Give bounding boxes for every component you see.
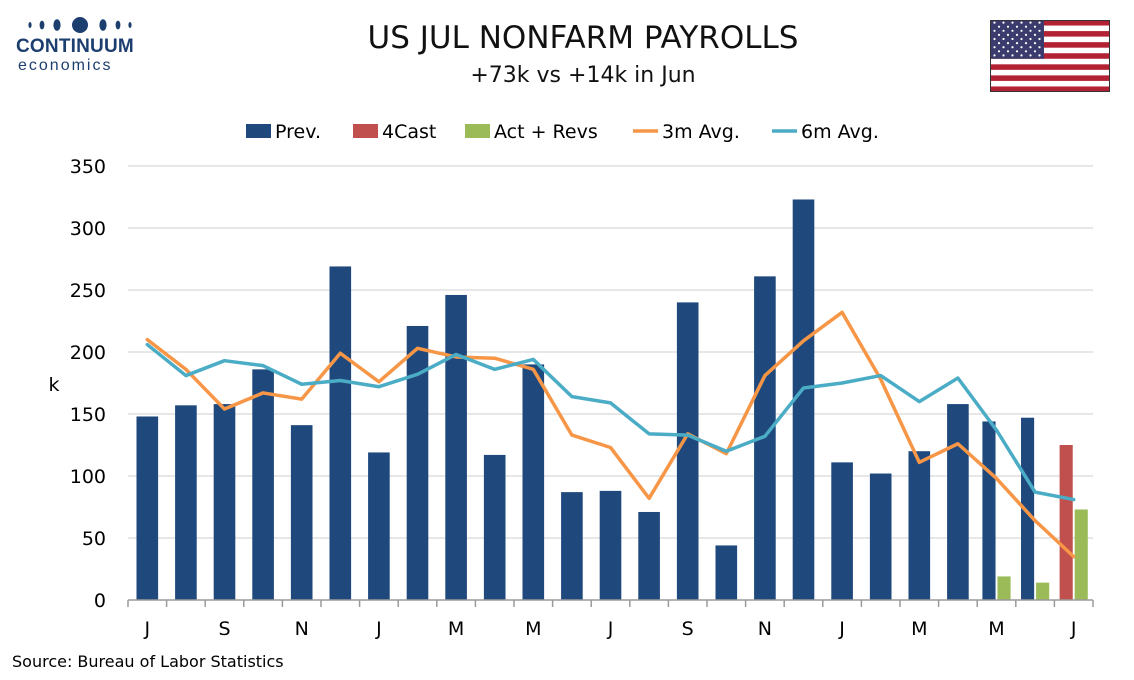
y-axis-label: k [48, 374, 59, 396]
x-tick-label: N [295, 618, 309, 640]
x-tick-label: M [988, 618, 1004, 640]
continuum-logo: CONTINUUM economics [14, 14, 144, 76]
bar-prev--9 [483, 454, 506, 600]
legend-swatch-4cast [353, 124, 378, 138]
bar-prev--22 [982, 421, 996, 600]
bar-prev--11 [561, 492, 583, 600]
bar-prev--6 [368, 452, 390, 600]
bar-prev--4 [290, 425, 313, 600]
bar-act-revs-23 [1036, 582, 1050, 600]
legend-swatch-prev- [246, 124, 271, 138]
legend-label-act-revs: Act + Revs [494, 121, 598, 143]
x-tick-label: J [838, 618, 845, 640]
x-tick-label: S [218, 618, 230, 640]
y-tick-label: 100 [70, 466, 106, 488]
x-tick-label: M [911, 618, 927, 640]
legend-label-3m-avg-: 3m Avg. [662, 121, 740, 143]
x-tick-label: S [682, 618, 694, 640]
bar-prev--19 [869, 473, 892, 600]
bar-prev--13 [638, 511, 660, 600]
bar-prev--17 [792, 199, 815, 601]
bar-prev--7 [406, 325, 429, 600]
x-tick-label: J [607, 618, 614, 640]
bar-prev--15 [715, 545, 738, 600]
bar-prev--21 [947, 404, 969, 600]
bar-prev--1 [175, 405, 197, 600]
logo-dots-icon [28, 17, 132, 33]
bar-prev--20 [908, 451, 931, 600]
y-tick-label: 300 [70, 218, 106, 240]
x-tick-label: N [758, 618, 772, 640]
legend-label-prev-: Prev. [275, 121, 321, 143]
bar-prev--10 [522, 364, 545, 600]
chart-subtitle: +73k vs +14k in Jun [470, 63, 696, 88]
x-tick-label: M [448, 618, 464, 640]
legend-label-6m-avg-: 6m Avg. [801, 121, 879, 143]
bar-prev--0 [136, 416, 159, 600]
line-3m-avg- [145, 310, 1076, 559]
chart-title: US JUL NONFARM PAYROLLS [367, 20, 799, 56]
bar-prev--12 [599, 490, 622, 600]
bar-act-revs-22 [997, 576, 1011, 600]
x-tick-label: J [1070, 618, 1077, 640]
bar-prev--18 [831, 462, 853, 600]
bar-prev--5 [329, 266, 352, 600]
legend-label-4cast: 4Cast [382, 121, 436, 143]
legend-swatch-act-revs [465, 124, 490, 138]
y-tick-label: 50 [82, 528, 106, 550]
bar-prev--2 [213, 404, 236, 600]
bar-prev--3 [252, 369, 274, 600]
x-tick-label: J [375, 618, 382, 640]
us-flag-icon [990, 20, 1110, 92]
bar-act-revs-24 [1074, 509, 1088, 600]
logo-subname: economics [18, 57, 113, 74]
y-tick-label: 250 [70, 280, 106, 302]
logo-name: CONTINUUM [16, 36, 134, 57]
y-tick-label: 200 [70, 342, 106, 364]
x-tick-label: M [525, 618, 541, 640]
y-tick-label: 150 [70, 404, 106, 426]
bar-4cast-24 [1059, 445, 1073, 600]
source-note: Source: Bureau of Labor Statistics [12, 652, 284, 671]
y-tick-label: 0 [94, 590, 106, 612]
bar-prev--23 [1021, 417, 1035, 600]
bar-prev--14 [676, 302, 699, 600]
line-6m-avg- [145, 342, 1076, 502]
bar-prev--8 [445, 294, 467, 600]
y-tick-label: 350 [70, 156, 106, 178]
x-tick-label: J [143, 618, 150, 640]
